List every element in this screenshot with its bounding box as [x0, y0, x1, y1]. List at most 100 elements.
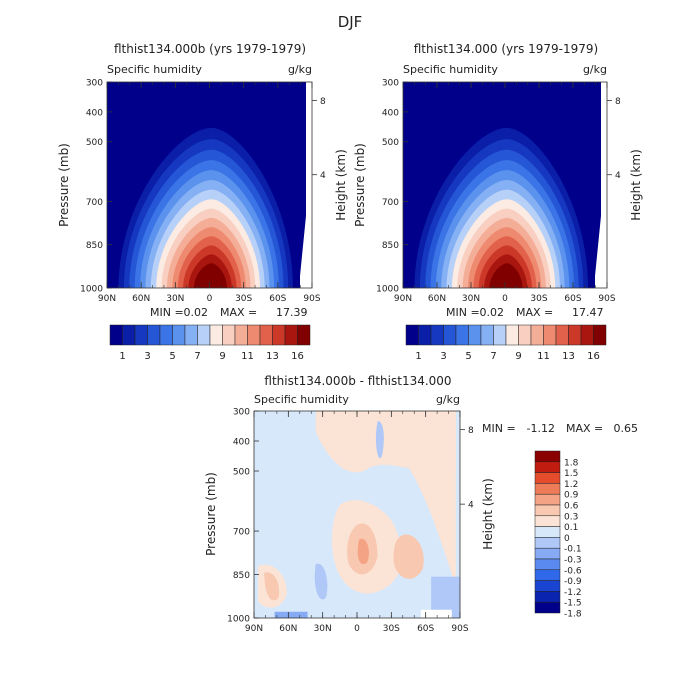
panel-2-title: flthist134.000 (yrs 1979-1979) [414, 42, 598, 56]
difference-band [314, 563, 328, 600]
colorbar-swatch [209, 324, 223, 346]
page-title: DJF [338, 13, 363, 31]
colorbar-swatch [405, 324, 419, 346]
colorbar-label: -1.5 [564, 599, 582, 609]
panel-3-min-label: MIN = [482, 422, 516, 435]
colorbar-label: -0.1 [564, 545, 582, 555]
x-tick-label: 60S [564, 294, 581, 304]
difference-band [264, 572, 280, 601]
y-tick-label: 700 [86, 198, 103, 208]
x-tick-label: 60S [417, 624, 434, 634]
colorbar-swatch [418, 324, 432, 346]
x-tick-label: 30N [166, 294, 184, 304]
x-tick-label: 90N [394, 294, 412, 304]
y-tick-label: 700 [382, 198, 399, 208]
panel-1-max-label: MAX = [220, 306, 257, 319]
y-tick-label: 850 [382, 241, 399, 251]
colorbar-swatch [284, 324, 298, 346]
colorbar-label: 9 [515, 351, 521, 362]
panel-1-max-value: 17.39 [276, 306, 308, 319]
x-tick-label: 30N [462, 294, 480, 304]
colorbar-swatch [234, 324, 248, 346]
panel-3-contour-field [254, 411, 460, 618]
colorbar-label: 7 [194, 351, 200, 362]
colorbar-swatch [247, 324, 261, 346]
y-tick-label: 300 [86, 79, 103, 89]
y-tick-label: 1000 [227, 615, 250, 625]
panel-3-ticks: 300 400 500 700 850 1000 8 4 90N 60N 30N 0 30S 60S 90S [227, 408, 474, 635]
panel-2-max-label: MAX = [516, 306, 553, 319]
colorbar-swatch [555, 324, 569, 346]
colorbar-swatch [543, 324, 557, 346]
colorbar-label: 1.5 [564, 469, 578, 479]
panel-1-units-label: g/kg [288, 63, 312, 76]
colorbar-label: 1 [415, 351, 421, 362]
colorbar-swatch [172, 324, 186, 346]
colorbar-label: 0.6 [564, 502, 579, 512]
y-tick-label: 700 [233, 528, 250, 538]
colorbar-swatch [493, 324, 507, 346]
panel-1-ylabel: Pressure (mb) [57, 143, 71, 227]
difference-band [420, 609, 452, 618]
colorbar-label: 1 [119, 351, 125, 362]
panel-3-ylabel-right: Height (km) [481, 478, 495, 549]
colorbar-label: 1.2 [564, 480, 578, 490]
colorbar-label: 0 [564, 534, 570, 544]
x-tick-label: 90S [303, 294, 320, 304]
panel-3-title: flthist134.000b - flthist134.000 [264, 374, 451, 388]
colorbar-label: 13 [562, 351, 575, 362]
y-tick-label: 500 [86, 138, 103, 148]
panel-3: flthist134.000b - flthist134.000 Specifi… [204, 374, 638, 634]
colorbar-label: 0.1 [564, 523, 578, 533]
x-tick-label: 0 [502, 294, 508, 304]
colorbar-label: 0.3 [564, 512, 578, 522]
colorbar-label: -1.8 [564, 610, 582, 620]
panel-2-colorbar: 1 3 5 7 9 11 13 16 [405, 324, 607, 362]
colorbar-swatch [534, 515, 561, 527]
panel-3-min-value: -1.12 [527, 422, 555, 435]
colorbar-label: 3 [440, 351, 446, 362]
colorbar-label: -0.3 [564, 556, 582, 566]
colorbar-label: 13 [266, 351, 279, 362]
humidity-band [193, 263, 228, 288]
colorbar-swatch [534, 547, 561, 560]
difference-band [393, 534, 424, 579]
difference-band [398, 411, 456, 587]
humidity-band [489, 263, 523, 288]
right-tick-label: 8 [320, 97, 326, 107]
panel-3-ylabel: Pressure (mb) [204, 472, 218, 556]
colorbar-label: 16 [291, 351, 304, 362]
colorbar-swatch [505, 324, 519, 346]
colorbar-swatch [580, 324, 594, 346]
x-tick-label: 90N [98, 294, 116, 304]
colorbar-swatch [197, 324, 211, 346]
colorbar-label: 1.8 [564, 458, 579, 468]
difference-band [375, 421, 384, 459]
x-tick-label: 90S [598, 294, 615, 304]
colorbar-label: 0.9 [564, 491, 579, 501]
panel-2-contour-field [403, 82, 607, 288]
x-tick-label: 90N [245, 624, 263, 634]
colorbar-swatch [134, 324, 148, 346]
colorbar-swatch [534, 558, 561, 571]
x-tick-label: 60N [428, 294, 446, 304]
difference-band [431, 576, 460, 618]
colorbar-swatch [530, 324, 544, 346]
y-tick-label: 300 [382, 79, 399, 89]
panel-2-variable-label: Specific humidity [403, 63, 498, 76]
colorbar-swatch [534, 526, 561, 538]
colorbar-swatch [534, 537, 561, 549]
difference-band [274, 611, 308, 618]
colorbar-swatch [184, 324, 198, 346]
colorbar-swatch [222, 324, 236, 346]
panel-1-colorbar: 1 3 5 7 9 11 13 16 [109, 324, 311, 362]
colorbar-swatch [534, 591, 561, 603]
x-tick-label: 60N [279, 624, 297, 634]
y-tick-label: 500 [233, 468, 250, 478]
colorbar-label: 11 [537, 351, 550, 362]
colorbar-swatch [430, 324, 444, 346]
right-tick-label: 4 [468, 501, 474, 511]
colorbar-label: -1.2 [564, 588, 582, 598]
x-tick-label: 30S [383, 624, 400, 634]
